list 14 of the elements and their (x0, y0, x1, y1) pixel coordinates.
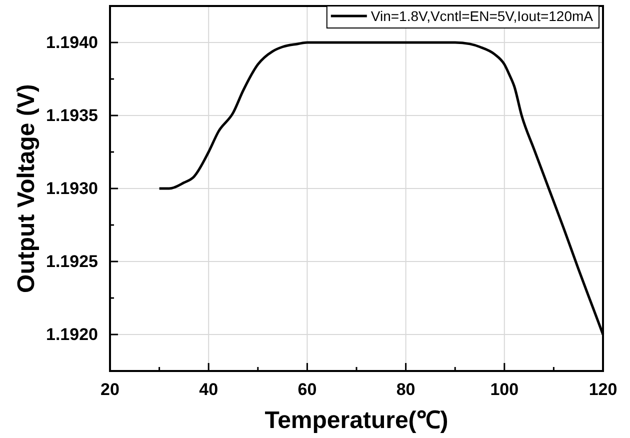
y-axis-title: Output Voltage (V) (13, 84, 40, 293)
x-tick-label: 60 (298, 380, 317, 400)
y-tick-label: 1.1940 (46, 32, 98, 52)
legend-label: Vin=1.8V,Vcntl=EN=5V,Iout=120mA (370, 8, 594, 24)
y-tick-label: 1.1920 (46, 324, 98, 344)
x-tick-label: 100 (490, 380, 519, 400)
x-axis-title: Temperature(℃) (264, 407, 448, 434)
x-tick-label: 20 (100, 380, 120, 400)
x-tick-label: 120 (588, 380, 618, 400)
x-tick-label: 80 (396, 380, 416, 400)
x-tick-label: 40 (199, 380, 218, 400)
y-tick-label: 1.1925 (46, 252, 98, 271)
y-tick-label: 1.1935 (46, 106, 98, 125)
y-tick-label: 1.1930 (46, 178, 98, 198)
